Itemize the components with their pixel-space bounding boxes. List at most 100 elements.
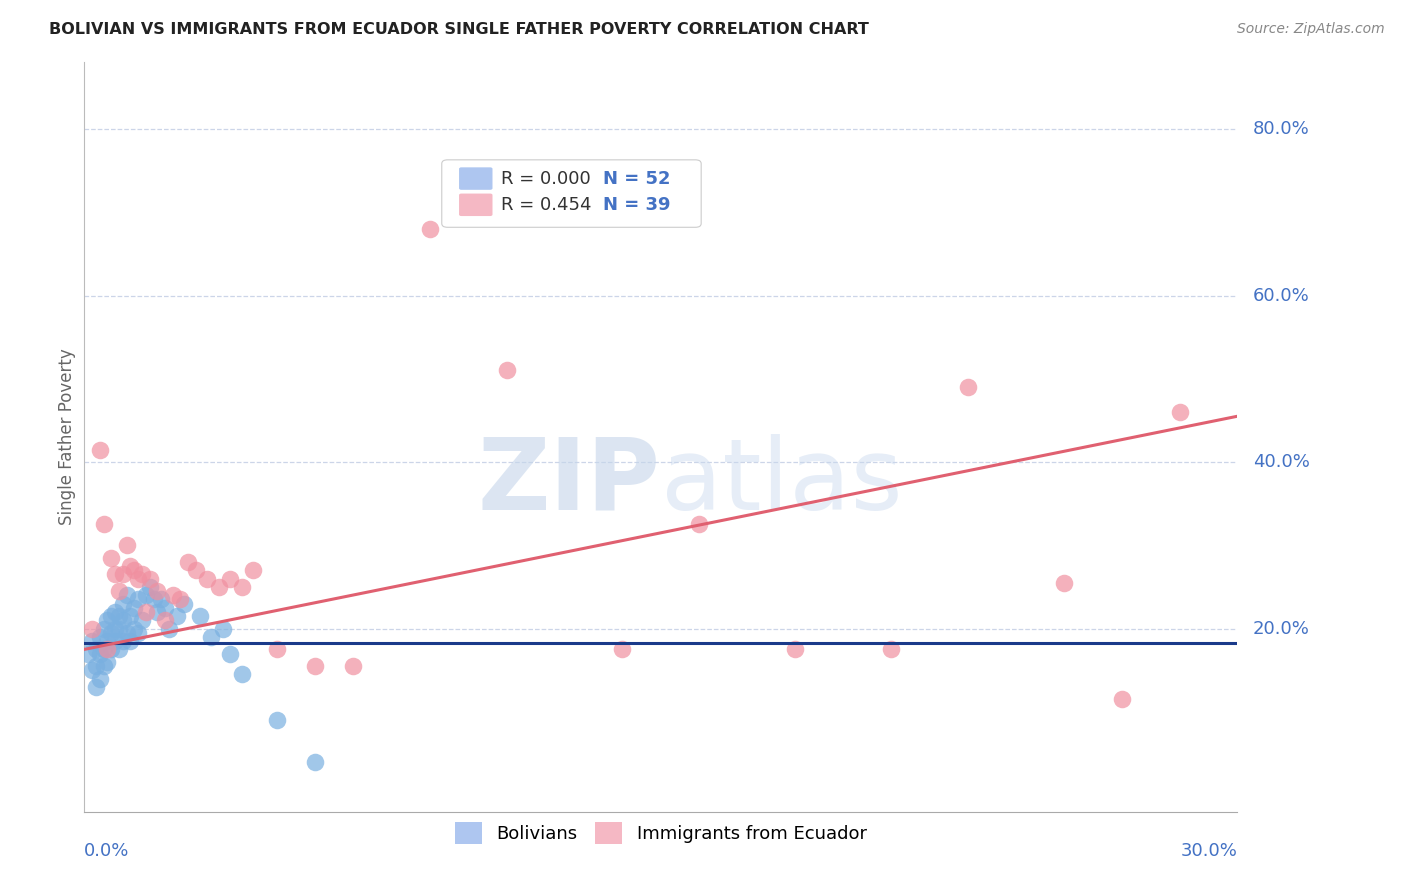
Point	[419, 222, 441, 236]
Point	[89, 630, 111, 644]
Point	[688, 517, 710, 532]
Point	[115, 588, 138, 602]
Point	[80, 622, 103, 636]
Point	[173, 597, 195, 611]
Point	[108, 609, 131, 624]
Point	[166, 609, 188, 624]
Text: 80.0%: 80.0%	[1253, 120, 1309, 138]
Point	[138, 580, 160, 594]
Point	[231, 667, 253, 681]
Point	[496, 363, 519, 377]
Point	[188, 609, 211, 624]
Point	[124, 600, 146, 615]
Text: N = 52: N = 52	[603, 169, 671, 187]
Point	[115, 538, 138, 552]
Legend: Bolivians, Immigrants from Ecuador: Bolivians, Immigrants from Ecuador	[447, 815, 875, 851]
Point	[93, 517, 115, 532]
Point	[1111, 692, 1133, 706]
Point	[135, 605, 157, 619]
Point	[127, 592, 149, 607]
Point	[104, 622, 127, 636]
Point	[111, 613, 134, 627]
Text: 40.0%: 40.0%	[1253, 453, 1309, 471]
Point	[93, 622, 115, 636]
Point	[880, 642, 903, 657]
Point	[785, 642, 807, 657]
Text: 20.0%: 20.0%	[1253, 620, 1309, 638]
Point	[89, 672, 111, 686]
Point	[100, 625, 122, 640]
Point	[131, 613, 153, 627]
Point	[93, 642, 115, 657]
Point	[89, 442, 111, 457]
Point	[153, 600, 176, 615]
FancyBboxPatch shape	[460, 168, 492, 190]
Text: 30.0%: 30.0%	[1181, 842, 1237, 860]
Point	[142, 592, 165, 607]
Point	[108, 584, 131, 599]
Point	[84, 659, 107, 673]
Point	[208, 580, 231, 594]
Point	[146, 584, 169, 599]
Point	[1053, 575, 1076, 590]
Text: R = 0.454: R = 0.454	[501, 196, 591, 214]
Point	[108, 642, 131, 657]
Text: Source: ZipAtlas.com: Source: ZipAtlas.com	[1237, 22, 1385, 37]
Point	[200, 630, 222, 644]
Point	[219, 647, 242, 661]
Point	[100, 550, 122, 565]
Point	[957, 380, 980, 394]
Point	[177, 555, 200, 569]
Point	[100, 642, 122, 657]
Point	[120, 609, 142, 624]
Point	[150, 592, 173, 607]
Point	[96, 613, 118, 627]
Point	[169, 592, 191, 607]
Point	[138, 572, 160, 586]
Point	[146, 605, 169, 619]
Point	[84, 680, 107, 694]
Point	[612, 642, 634, 657]
Point	[304, 659, 326, 673]
Point	[124, 622, 146, 636]
Point	[162, 588, 184, 602]
Text: N = 39: N = 39	[603, 196, 671, 214]
Point	[120, 559, 142, 574]
Point	[108, 622, 131, 636]
Text: R = 0.000: R = 0.000	[501, 169, 591, 187]
Point	[127, 572, 149, 586]
Point	[266, 713, 288, 727]
Point	[231, 580, 253, 594]
Point	[115, 625, 138, 640]
Point	[127, 625, 149, 640]
Text: ZIP: ZIP	[478, 434, 661, 531]
Text: 0.0%: 0.0%	[84, 842, 129, 860]
Point	[111, 597, 134, 611]
Point	[100, 609, 122, 624]
Point	[111, 634, 134, 648]
Point	[219, 572, 242, 586]
Point	[131, 567, 153, 582]
Point	[89, 647, 111, 661]
Point	[266, 642, 288, 657]
FancyBboxPatch shape	[441, 160, 702, 227]
FancyBboxPatch shape	[460, 194, 492, 216]
Point	[111, 567, 134, 582]
Point	[96, 655, 118, 669]
Point	[124, 563, 146, 577]
Point	[135, 588, 157, 602]
Point	[195, 572, 218, 586]
Point	[157, 622, 180, 636]
Point	[80, 663, 103, 677]
Point	[104, 605, 127, 619]
Point	[304, 755, 326, 769]
Text: atlas: atlas	[661, 434, 903, 531]
Point	[242, 563, 264, 577]
Point	[211, 622, 233, 636]
Point	[84, 642, 107, 657]
Point	[80, 634, 103, 648]
Point	[77, 647, 100, 661]
Point	[96, 642, 118, 657]
Text: BOLIVIAN VS IMMIGRANTS FROM ECUADOR SINGLE FATHER POVERTY CORRELATION CHART: BOLIVIAN VS IMMIGRANTS FROM ECUADOR SING…	[49, 22, 869, 37]
Y-axis label: Single Father Poverty: Single Father Poverty	[58, 349, 76, 525]
